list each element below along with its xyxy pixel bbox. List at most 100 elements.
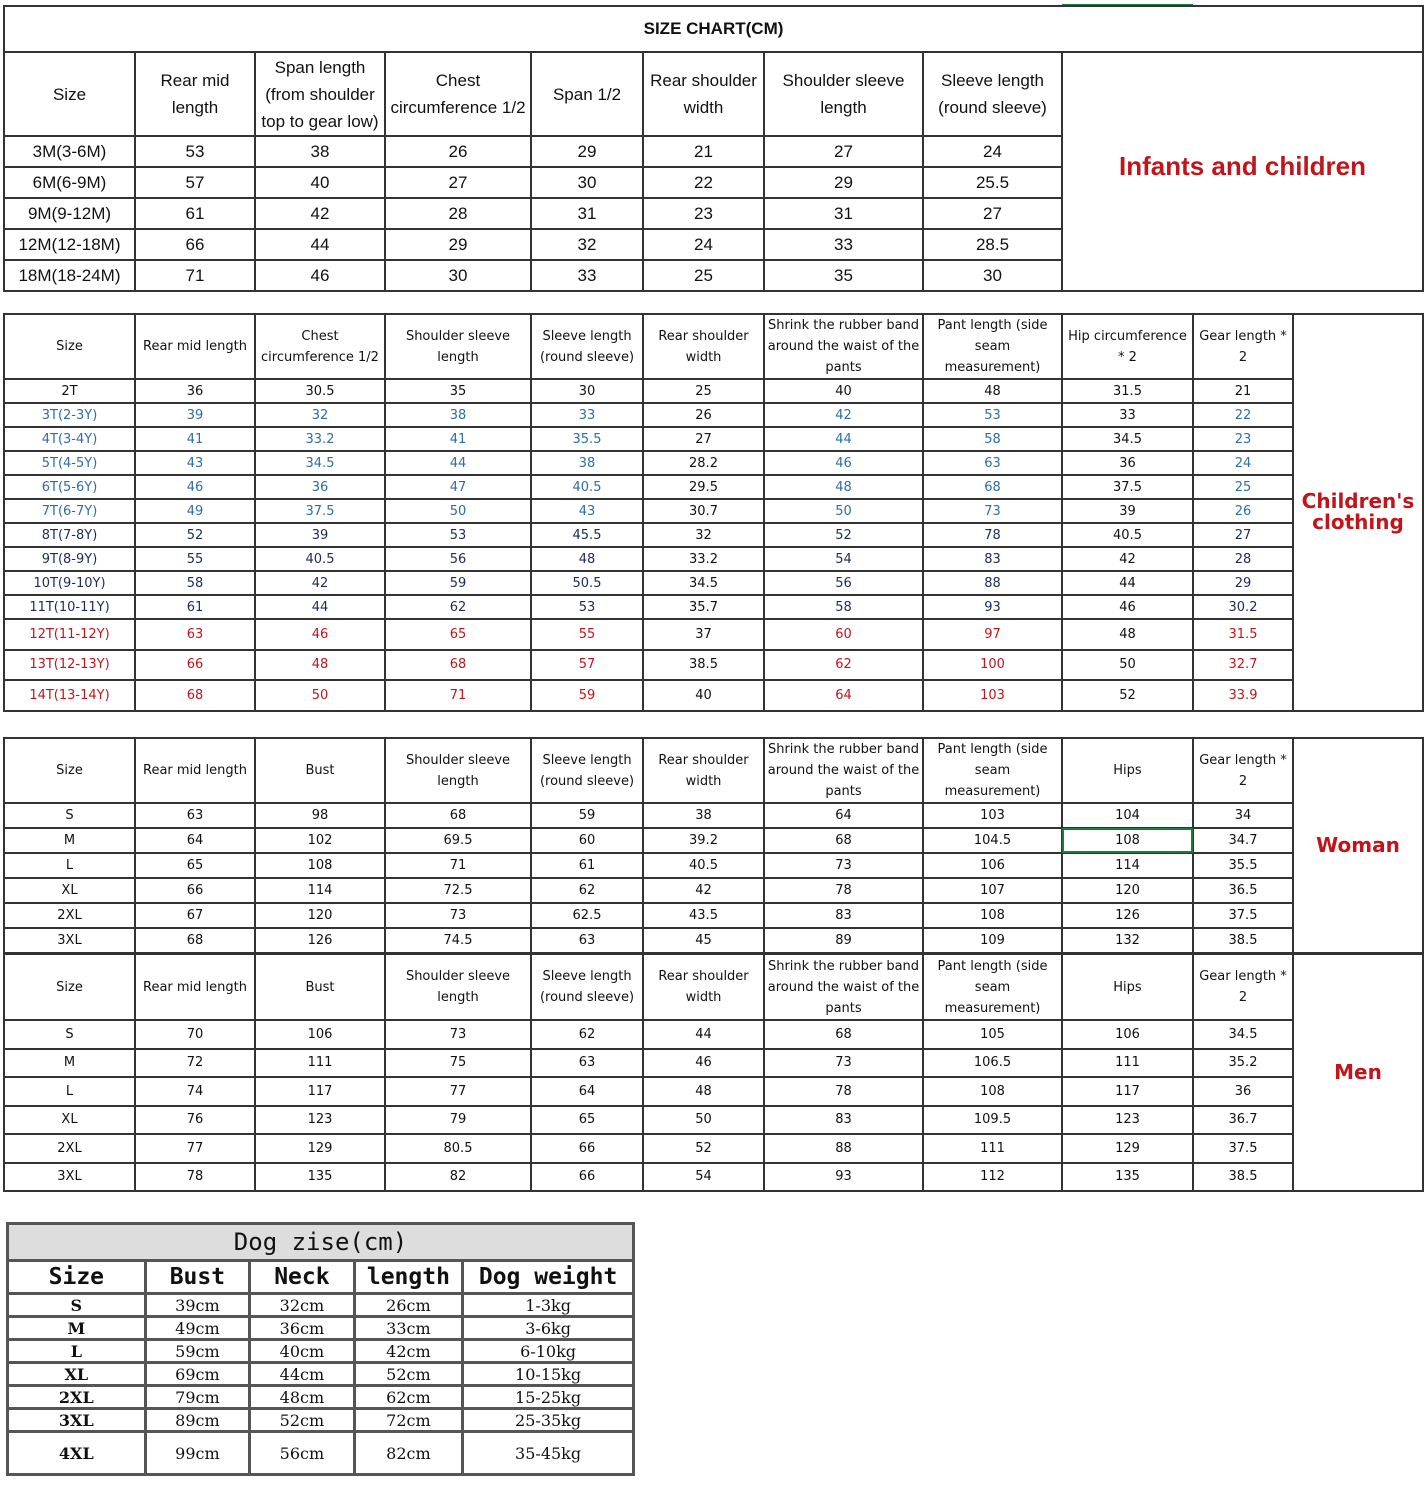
value-cell: 28.5 — [922, 228, 1063, 261]
value-cell: 68 — [922, 474, 1063, 500]
woman-size-table: Size Rear mid length Bust Shoulder sleeve l… — [3, 737, 1424, 954]
value-cell: 38.5 — [1192, 1161, 1294, 1192]
size-cell: 3XL — [6, 1407, 147, 1433]
table-row: 8T(7-8Y) 52 39 53 45.5 32 52 78 40.5 27 — [3, 522, 1423, 548]
size-cell: 3XL — [3, 927, 136, 954]
value-cell: 64 — [530, 1076, 644, 1107]
value-cell: 78 — [134, 1161, 256, 1192]
value-cell: 104.5 — [922, 827, 1063, 854]
value-cell: 35-45kg — [461, 1430, 635, 1476]
value-cell: 33 — [530, 402, 644, 428]
value-cell: 59cm — [143, 1338, 252, 1364]
value-cell: 29 — [763, 166, 924, 199]
value-cell: 28.2 — [642, 450, 765, 476]
value-cell: 135 — [254, 1161, 386, 1192]
value-cell: 108 — [922, 902, 1063, 929]
column-header: Neck — [248, 1259, 356, 1295]
value-cell: 44cm — [248, 1361, 356, 1387]
value-cell: 32.7 — [1192, 648, 1294, 681]
value-cell: 47 — [384, 474, 532, 500]
value-cell: 64 — [763, 679, 924, 712]
value-cell: 108 — [254, 852, 386, 879]
value-cell: 39 — [1061, 498, 1194, 524]
size-cell: 4T(3-4Y) — [3, 426, 136, 452]
value-cell: 65 — [530, 1104, 644, 1135]
value-cell: 33.2 — [254, 426, 386, 452]
value-cell: 29.5 — [642, 474, 765, 500]
value-cell: 25-35kg — [461, 1407, 635, 1433]
value-cell: 32 — [642, 522, 765, 548]
value-cell: 111 — [254, 1047, 386, 1078]
value-cell: 42 — [642, 877, 765, 904]
column-header: Size — [3, 51, 136, 137]
value-cell: 58 — [134, 570, 256, 596]
value-cell: 23 — [1192, 426, 1294, 452]
table-row: 12M(12-18M) 66 44 29 32 24 33 28.5 — [3, 228, 1423, 261]
value-cell: 40.5 — [642, 852, 765, 879]
value-cell: 62 — [763, 648, 924, 681]
value-cell: 93 — [922, 594, 1063, 620]
value-cell: 72cm — [352, 1407, 465, 1433]
size-cell: 12T(11-12Y) — [3, 618, 136, 651]
column-header: Shoulder sleeve length — [384, 953, 532, 1021]
value-cell: 75 — [384, 1047, 532, 1078]
column-header: Rear shoulder width — [642, 51, 765, 137]
value-cell: 52 — [1061, 679, 1194, 712]
size-cell: 12M(12-18M) — [3, 228, 136, 261]
column-header: Hip circumference * 2 — [1061, 313, 1194, 380]
value-cell: 55 — [530, 618, 644, 651]
table-row: L 59cm 40cm 42cm 6-10kg — [6, 1338, 635, 1364]
value-cell: 60 — [763, 618, 924, 651]
value-cell: 40 — [642, 679, 765, 712]
value-cell: 26 — [384, 135, 532, 168]
value-cell: 46 — [1061, 594, 1194, 620]
value-cell: 129 — [254, 1133, 386, 1164]
value-cell: 34.5 — [254, 450, 386, 476]
table-row: 3XL 89cm 52cm 72cm 25-35kg — [6, 1407, 635, 1433]
value-cell: 50 — [642, 1104, 765, 1135]
value-cell: 52 — [134, 522, 256, 548]
value-cell: 50 — [384, 498, 532, 524]
value-cell: 50 — [254, 679, 386, 712]
size-cell: L — [3, 1076, 136, 1107]
value-cell: 79cm — [143, 1384, 252, 1410]
table-row: 9T(8-9Y) 55 40.5 56 48 33.2 54 83 42 28 — [3, 546, 1423, 572]
value-cell: 74.5 — [384, 927, 532, 954]
table-row: M 49cm 36cm 33cm 3-6kg — [6, 1315, 635, 1341]
value-cell: 26 — [1192, 498, 1294, 524]
value-cell: 30 — [384, 259, 532, 292]
column-header: Sleeve length (round sleeve) — [530, 313, 644, 380]
value-cell: 63 — [134, 618, 256, 651]
children-size-table: Size Rear mid length Chest circumference 1… — [3, 313, 1424, 712]
table-row: 6M(6-9M) 57 40 27 30 22 29 25.5 — [3, 166, 1423, 199]
value-cell: 40.5 — [530, 474, 644, 500]
value-cell: 71 — [384, 679, 532, 712]
value-cell: 73 — [384, 1019, 532, 1050]
table-row: L 74 117 77 64 48 78 108 117 36 — [3, 1076, 1423, 1107]
value-cell: 31 — [763, 197, 924, 230]
size-cell: 9M(9-12M) — [3, 197, 136, 230]
value-cell: 27 — [642, 426, 765, 452]
value-cell: 123 — [254, 1104, 386, 1135]
size-cell: 18M(18-24M) — [3, 259, 136, 292]
value-cell: 78 — [763, 1076, 924, 1107]
size-cell: 2XL — [3, 902, 136, 929]
value-cell: 46 — [254, 259, 386, 292]
value-cell: 39.2 — [642, 827, 765, 854]
value-cell: 54 — [763, 546, 924, 572]
value-cell: 44 — [642, 1019, 765, 1050]
value-cell: 48 — [922, 378, 1063, 404]
chart-title: SIZE CHART(CM) — [2, 5, 1425, 53]
value-cell: 48 — [254, 648, 386, 681]
value-cell: 73 — [763, 852, 924, 879]
value-cell: 42 — [254, 197, 386, 230]
value-cell: 56 — [384, 546, 532, 572]
size-cell: 4XL — [6, 1430, 147, 1476]
value-cell: 26 — [642, 402, 765, 428]
value-cell: 103 — [922, 802, 1063, 829]
value-cell: 132 — [1061, 927, 1194, 954]
value-cell: 36cm — [248, 1315, 356, 1341]
column-header: Bust — [143, 1259, 252, 1295]
value-cell: 77 — [384, 1076, 532, 1107]
value-cell: 70 — [134, 1019, 256, 1050]
